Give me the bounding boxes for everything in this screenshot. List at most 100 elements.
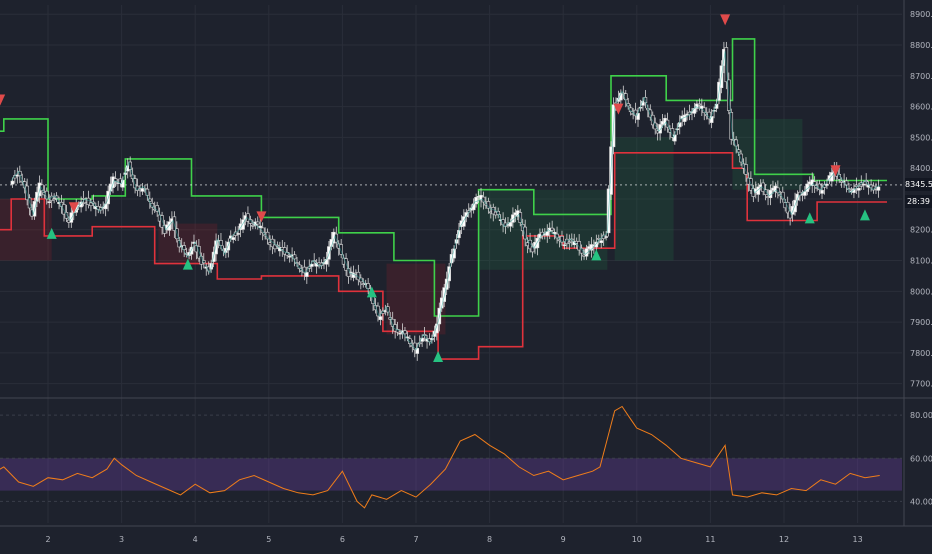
candle-down [785,201,790,214]
candle-up [594,241,599,248]
candle-up [305,272,309,277]
price-axis-label: 7900.0 [910,318,932,327]
candle-up [604,236,608,238]
candle-down [197,246,201,259]
candle-up [658,124,662,134]
signal-zone [478,189,608,270]
signal-zone [386,263,446,335]
buy-signal-icon [433,350,444,362]
candle-down [817,183,822,191]
sell-signal-icon [720,14,731,26]
time-axis-label: 5 [266,535,271,544]
candle-up [695,103,699,109]
candle-up [140,188,145,192]
candle-down [650,114,655,126]
candle-down [734,139,738,147]
time-axis-label: 13 [853,535,863,544]
candle-down [408,338,412,344]
candle-up [189,246,194,255]
candle-up [820,190,824,194]
candle-down [653,122,658,130]
candle-down [273,244,277,250]
candle-up [682,114,687,122]
trend-line [10,51,880,351]
candle-down [302,266,307,274]
candle-down [697,103,702,106]
time-axis-label: 8 [487,535,492,544]
candle-up [415,348,420,354]
time-axis-label: 9 [561,535,566,544]
price-axis-label: 8200.0 [910,226,932,235]
candle-down [403,330,407,335]
candle-down [292,254,297,260]
candle-down [577,241,581,251]
candle-up [435,323,439,334]
candle-down [847,188,851,190]
candle-down [334,233,339,243]
candle-up [673,134,677,142]
candle-up [449,254,454,264]
candle-up [398,332,402,335]
candle-down [481,196,486,203]
candle-up [167,221,172,231]
candle-down [579,247,584,254]
buy-signal-icon [366,286,377,298]
candle-up [508,222,513,227]
price-axis-label: 8700.0 [910,72,932,81]
time-axis-label: 3 [119,535,124,544]
candle-down [390,318,395,327]
sell-signal-icon [613,103,624,115]
candle-down [64,212,69,219]
price-axis-label: 8600.0 [910,103,932,112]
time-axis-label: 10 [632,535,642,544]
candle-down [749,178,753,191]
candle-up [231,237,236,240]
time-axis-label: 4 [193,535,198,544]
candle-up [79,201,83,208]
candle-down [560,236,564,243]
candle-down [528,239,532,250]
candle-down [133,178,137,189]
candle-up [287,255,292,258]
time-axis-label: 2 [45,535,50,544]
time-axis-label: 6 [340,535,345,544]
candle-down [665,119,670,128]
candle-up [795,193,800,201]
buy-signal-icon [46,227,57,239]
candle-up [69,212,74,223]
oscillator-band [0,458,902,491]
candle-down [160,215,164,228]
candle-up [378,316,383,320]
sell-signal-icon [830,165,841,177]
support-line [0,152,887,360]
buy-signal-icon [182,258,193,270]
price-axis-label: 8100.0 [910,257,932,266]
candle-down [567,241,572,244]
candle-up [545,231,550,236]
price-axis-label: 8800.0 [910,41,932,50]
sell-signal-icon [68,202,79,214]
buy-signal-icon [591,249,602,261]
price-axis-label: 8900.0 [910,10,932,19]
candle-up [226,241,231,251]
candle-down [339,244,343,255]
candle-down [62,204,66,215]
last-price-label: 8345.5 [905,178,932,191]
buy-signal-icon [859,209,870,221]
candle-down [550,227,554,231]
candle-down [739,153,743,163]
oscillator-line [0,405,880,509]
candle-down [633,109,638,117]
buy-signal-icon [804,212,815,224]
signal-zone [732,118,803,190]
candle-up [258,225,263,228]
candle-down [744,164,748,175]
candle-down [670,128,675,138]
candle-up [241,219,245,230]
time-axis-label: 11 [705,535,715,544]
candle-down [52,198,56,201]
candle-up [709,116,714,123]
price-axis-label: 7700.0 [910,380,932,389]
time-axis-label: 12 [779,535,789,544]
